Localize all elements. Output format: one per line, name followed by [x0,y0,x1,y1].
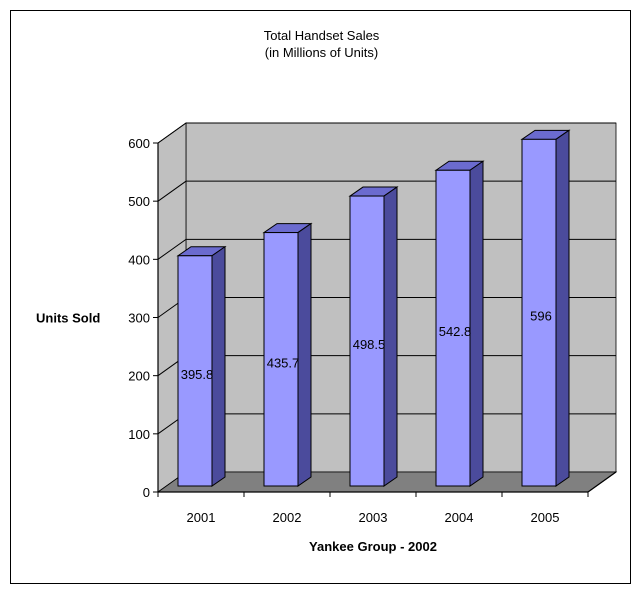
y-tick-label: 100 [128,427,150,442]
data-label: 395.8 [181,367,214,382]
x-tick-label: 2005 [531,510,560,525]
x-tick-label: 2001 [187,510,216,525]
chart-subtitle: (in Millions of Units) [264,45,379,60]
bar [435,169,471,487]
data-label: 435.7 [267,355,300,370]
bars [176,129,571,487]
bar [263,232,299,487]
bar [349,195,385,487]
y-tick-label: 400 [128,252,150,267]
x-axis-depth-line [587,471,617,493]
y-tick-label: 300 [128,311,150,326]
y-tick-label: 600 [128,136,150,151]
data-label: 542.8 [439,324,472,339]
x-tick-label: 2002 [273,510,302,525]
bar-side [211,245,226,487]
x-tick-label: 2003 [359,510,388,525]
x-axis-title: Yankee Group - 2002 [309,539,437,554]
y-tick-label: 0 [143,485,150,500]
bar-side [383,186,398,487]
bar-side [297,222,312,487]
bar-side [555,129,570,487]
bar [521,138,557,487]
y-tick-label: 500 [128,194,150,209]
chart-title: Total Handset Sales [263,28,380,43]
bar-side [469,160,484,487]
data-label: 498.5 [353,337,386,352]
data-label: 596 [530,309,552,324]
axes [153,142,617,497]
y-tick-label: 200 [128,369,150,384]
x-tick-label: 2004 [445,510,474,525]
gridline [157,122,616,144]
y-axis-title: Units Sold [36,311,100,326]
bar [177,255,213,487]
labels: 0 100 200 300 400 500 600 395.8 2001 435.7 2002 498… [36,136,559,554]
